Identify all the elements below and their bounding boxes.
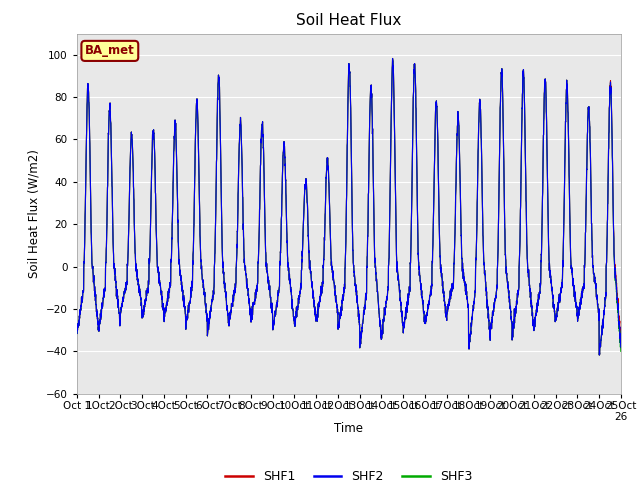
Y-axis label: Soil Heat Flux (W/m2): Soil Heat Flux (W/m2): [28, 149, 40, 278]
X-axis label: Time: Time: [334, 422, 364, 435]
Legend: SHF1, SHF2, SHF3: SHF1, SHF2, SHF3: [220, 465, 477, 480]
Title: Soil Heat Flux: Soil Heat Flux: [296, 13, 401, 28]
Text: BA_met: BA_met: [85, 44, 134, 58]
